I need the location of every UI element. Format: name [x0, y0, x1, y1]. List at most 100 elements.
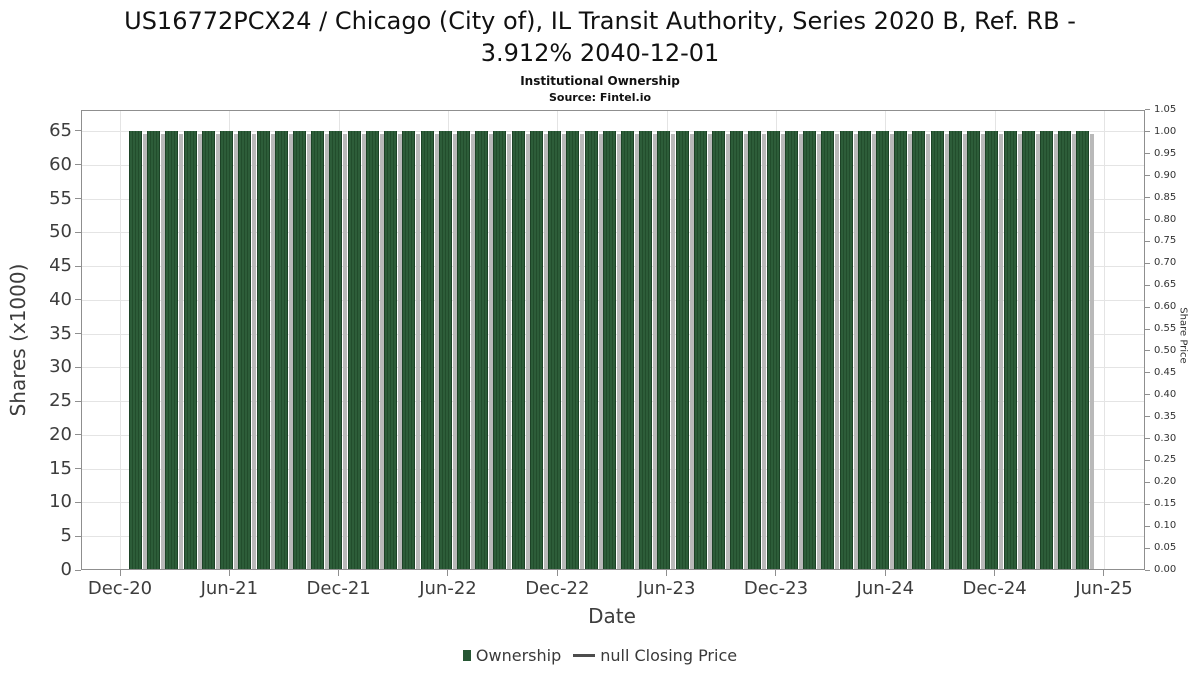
- ownership-bar: [693, 130, 707, 569]
- chart-legend: Ownership null Closing Price: [0, 646, 1200, 665]
- bar-shadow: [944, 133, 949, 569]
- right-tick-label: 0.05: [1154, 542, 1177, 554]
- ownership-bar: [784, 130, 798, 569]
- y-tick-mark: [75, 400, 81, 402]
- y-tick-label: 10: [49, 491, 72, 513]
- ownership-bar: [657, 130, 671, 569]
- bar-shadow: [343, 133, 348, 569]
- y-tick-label: 45: [49, 255, 72, 277]
- right-tick-mark: [1145, 525, 1150, 527]
- bar-shadow: [1054, 133, 1058, 569]
- ownership-bar: [456, 130, 470, 569]
- bar-shadow: [379, 133, 384, 569]
- y-tick-label: 20: [49, 423, 72, 445]
- right-tick-mark: [1145, 503, 1150, 505]
- ownership-bar: [620, 130, 634, 569]
- y-tick-label: 65: [49, 119, 72, 141]
- right-tick-label: 0.15: [1154, 498, 1177, 510]
- x-tick-mark: [228, 570, 230, 576]
- ownership-bar: [967, 130, 981, 569]
- ownership-bar: [384, 130, 398, 569]
- ownership-bar: [292, 130, 306, 569]
- x-tick-mark: [666, 570, 668, 576]
- ownership-bar: [402, 130, 416, 569]
- bar-shadow: [197, 133, 202, 569]
- plot-area: [81, 110, 1145, 570]
- ownership-bar: [821, 130, 835, 569]
- bar-shadow: [161, 133, 166, 569]
- right-tick-mark: [1145, 262, 1150, 264]
- ownership-bar: [548, 130, 562, 569]
- ownership-bar: [238, 130, 252, 569]
- y-tick-mark: [75, 366, 81, 368]
- x-tick-mark: [338, 570, 340, 576]
- right-tick-label: 0.45: [1154, 366, 1177, 378]
- bar-shadow: [871, 133, 876, 569]
- y-tick-mark: [75, 198, 81, 200]
- bar-shadow: [962, 133, 967, 569]
- bar-shadow: [762, 133, 767, 569]
- y-tick-mark: [75, 501, 81, 503]
- right-tick-mark: [1145, 569, 1150, 571]
- ownership-bar: [165, 130, 179, 569]
- bar-shadow: [798, 133, 803, 569]
- bar-shadow: [671, 133, 676, 569]
- y-tick-label: 0: [60, 559, 72, 580]
- ownership-bar: [183, 130, 197, 569]
- y-tick-mark: [75, 434, 81, 436]
- y-tick-mark: [75, 130, 81, 132]
- v-gridline: [120, 111, 121, 569]
- y-tick-label: 35: [49, 322, 72, 344]
- ownership-bar: [566, 130, 580, 569]
- y-tick-label: 60: [49, 153, 72, 175]
- bar-shadow: [507, 133, 512, 569]
- ownership-bar: [839, 130, 853, 569]
- bar-shadow: [744, 133, 749, 569]
- right-tick-mark: [1145, 131, 1150, 133]
- x-axis-label: Date: [588, 604, 636, 628]
- ownership-bar: [985, 130, 999, 569]
- bar-shadow: [234, 133, 239, 569]
- right-tick-mark: [1145, 547, 1150, 549]
- right-tick-label: 0.50: [1154, 344, 1177, 356]
- x-tick-label: Dec-21: [306, 578, 371, 599]
- right-tick-label: 0.60: [1154, 301, 1177, 313]
- ownership-bar: [311, 130, 325, 569]
- x-tick-label: Jun-21: [200, 578, 259, 599]
- y-tick-mark: [75, 231, 81, 233]
- ownership-bar: [420, 130, 434, 569]
- bar-shadow: [908, 133, 913, 569]
- bar-shadow: [817, 133, 822, 569]
- bar-shadow: [853, 133, 858, 569]
- bar-shadow: [270, 133, 275, 569]
- right-tick-label: 0.70: [1154, 257, 1177, 269]
- bar-shadow: [489, 133, 494, 569]
- bar-shadow: [398, 133, 403, 569]
- legend-label-ownership: Ownership: [475, 646, 562, 665]
- ownership-bar: [129, 130, 142, 569]
- ownership-bar: [948, 130, 962, 569]
- bar-shadow: [452, 133, 457, 569]
- bar-shadow: [780, 133, 785, 569]
- chart-subtitle: Institutional Ownership: [520, 74, 680, 88]
- right-tick-label: 0.90: [1154, 169, 1177, 181]
- x-tick-mark: [447, 570, 449, 576]
- legend-label-closing-price: null Closing Price: [600, 646, 738, 665]
- bar-shadow: [1090, 133, 1095, 569]
- bar-shadow: [616, 133, 621, 569]
- right-tick-label: 0.75: [1154, 235, 1177, 247]
- right-tick-label: 0.40: [1154, 388, 1177, 400]
- y-tick-label: 40: [49, 288, 72, 310]
- ownership-bar: [930, 130, 944, 569]
- bar-shadow: [470, 133, 475, 569]
- right-tick-mark: [1145, 328, 1150, 330]
- right-tick-label: 0.10: [1154, 520, 1177, 532]
- right-tick-label: 1.05: [1154, 103, 1177, 115]
- y-axis-label-left: Shares (x1000): [6, 263, 30, 417]
- right-tick-label: 0.25: [1154, 454, 1177, 466]
- ownership-square-icon: [462, 650, 471, 661]
- y-tick-label: 15: [49, 457, 72, 479]
- bar-shadow: [306, 133, 311, 569]
- ownership-bar: [748, 130, 762, 569]
